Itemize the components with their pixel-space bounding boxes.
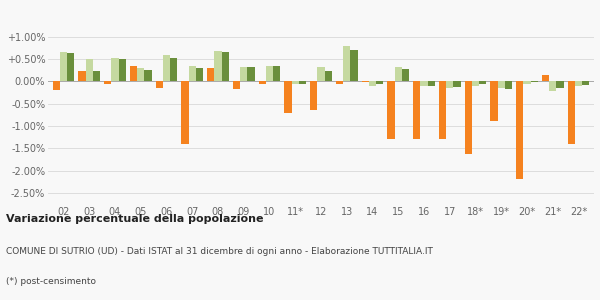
Bar [402,69,409,81]
Bar [376,81,383,83]
Bar [446,81,454,88]
Bar [395,67,402,81]
Bar [221,52,229,81]
Bar [112,58,119,81]
Bar [53,81,60,90]
Bar [490,81,497,122]
Bar [388,81,395,139]
Bar [79,71,86,81]
Bar [214,51,221,81]
Bar [516,81,523,179]
Bar [530,81,538,82]
Bar [247,67,254,81]
Bar [60,52,67,81]
Bar [196,68,203,81]
Bar [67,53,74,81]
Bar [86,59,93,81]
Bar [233,81,240,89]
Text: Variazione percentuale della popolazione: Variazione percentuale della popolazione [6,214,263,224]
Bar [472,81,479,86]
Bar [325,71,332,81]
Bar [145,70,152,81]
Bar [549,81,556,91]
Bar [104,81,112,84]
Bar [266,66,273,81]
Bar [130,66,137,81]
Bar [170,58,177,81]
Bar [413,81,421,139]
Bar [428,81,435,86]
Bar [350,50,358,81]
Bar [421,81,428,86]
Bar [292,81,299,83]
Bar [343,46,350,81]
Bar [119,59,126,81]
Text: (*) post-censimento: (*) post-censimento [6,278,96,286]
Bar [439,81,446,139]
Bar [542,75,549,81]
Bar [505,81,512,89]
Bar [523,81,530,83]
Bar [317,67,325,81]
Bar [93,71,100,81]
Bar [155,81,163,88]
Bar [188,66,196,81]
Bar [556,81,563,88]
Bar [369,81,376,86]
Bar [310,81,317,110]
Bar [568,81,575,144]
Bar [454,81,461,87]
Bar [137,68,145,81]
Bar [207,68,214,81]
Bar [240,67,247,81]
Bar [299,81,306,83]
Bar [284,81,292,112]
Bar [163,56,170,81]
Bar [582,81,589,85]
Text: COMUNE DI SUTRIO (UD) - Dati ISTAT al 31 dicembre di ogni anno - Elaborazione TU: COMUNE DI SUTRIO (UD) - Dati ISTAT al 31… [6,248,433,256]
Bar [497,81,505,88]
Bar [259,81,266,83]
Bar [181,81,188,144]
Bar [465,81,472,154]
Bar [362,81,369,82]
Bar [273,66,280,81]
Legend: Sutrio, Provincia di UD, Friuli VG: Sutrio, Provincia di UD, Friuli VG [185,0,457,2]
Bar [575,81,582,86]
Bar [336,81,343,83]
Bar [479,81,487,83]
